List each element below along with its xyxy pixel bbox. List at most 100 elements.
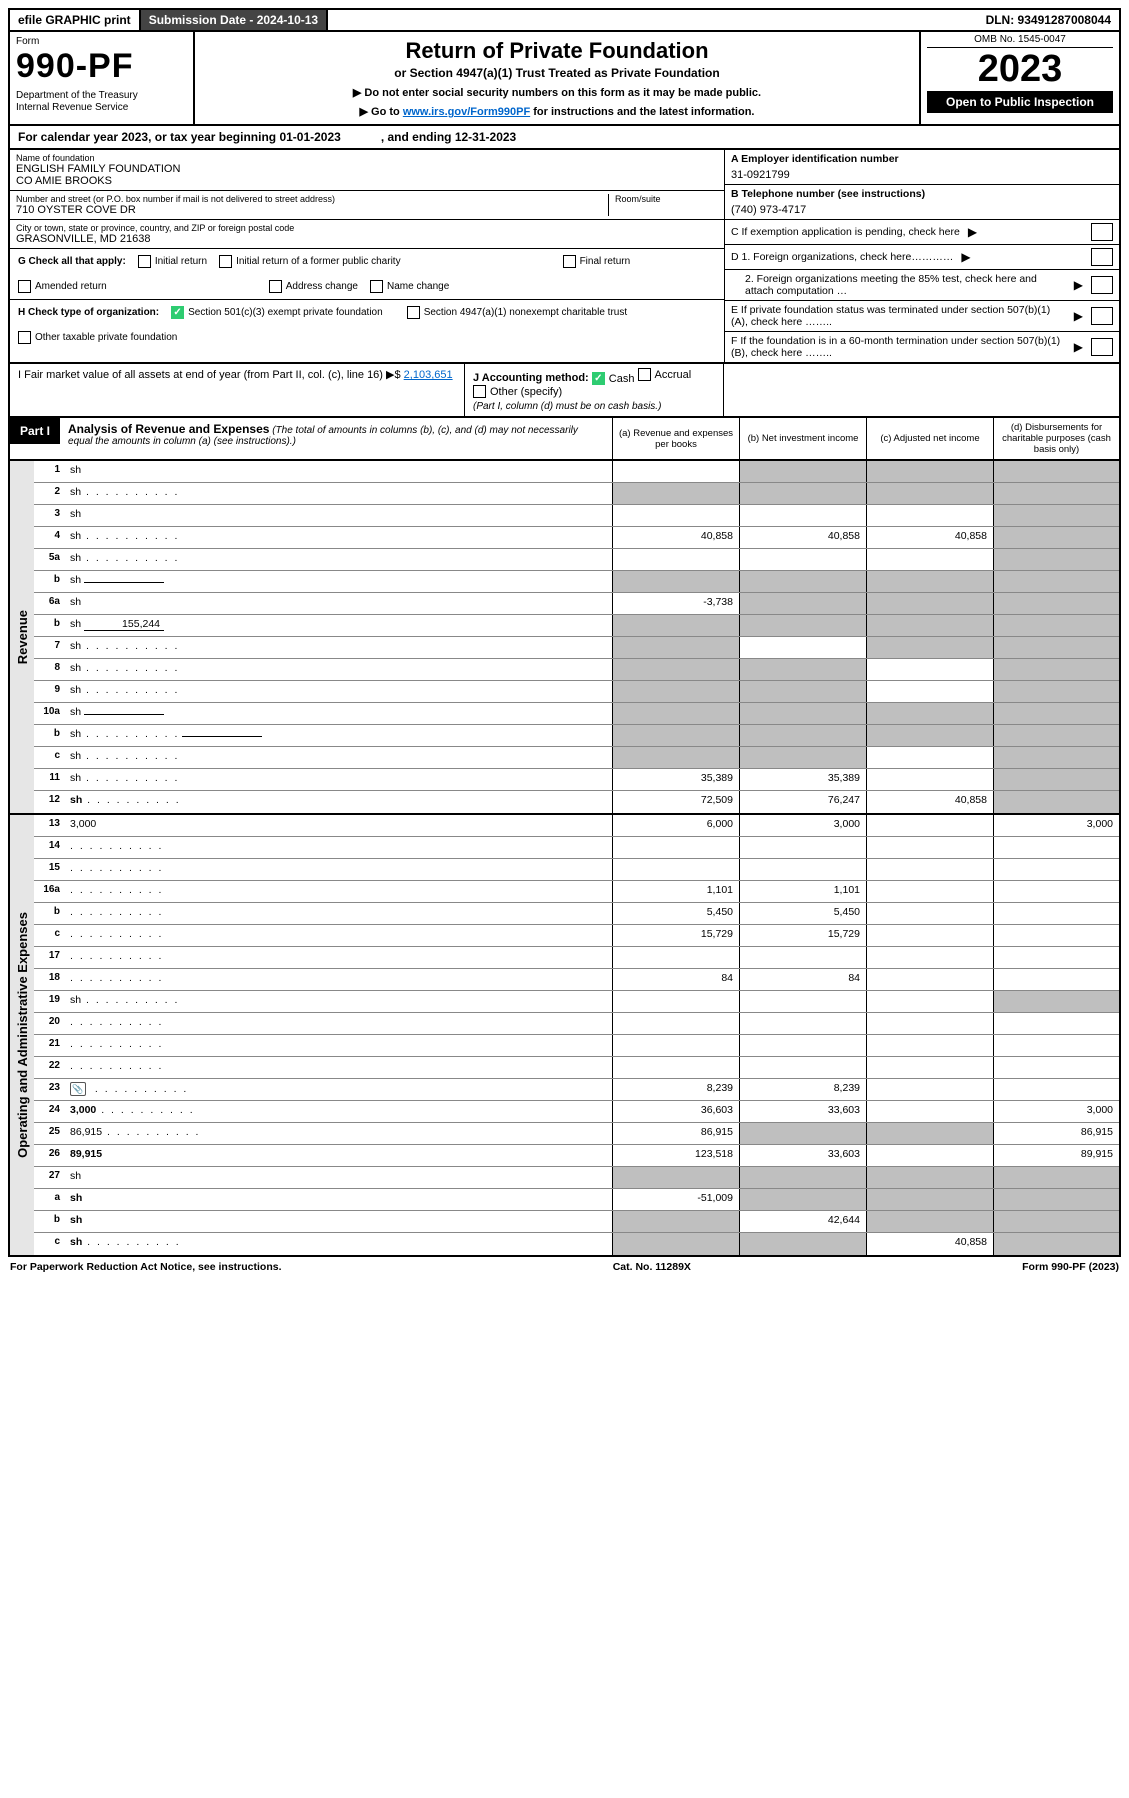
checkbox-icon[interactable]	[219, 255, 232, 268]
line-number: 5a	[34, 549, 66, 570]
cell-d	[993, 1211, 1119, 1232]
checkbox-icon[interactable]	[407, 306, 420, 319]
year-begin: For calendar year 2023, or tax year begi…	[18, 130, 341, 144]
cell-b	[739, 1035, 866, 1056]
line-description: sh	[66, 725, 612, 746]
cell-b: 40,858	[739, 527, 866, 548]
cell-d	[993, 527, 1119, 548]
cell-c	[866, 859, 993, 880]
checkbox-icon[interactable]	[1091, 307, 1113, 325]
cell-d: 3,000	[993, 1101, 1119, 1122]
submission-date: Submission Date - 2024-10-13	[141, 10, 328, 30]
cell-c	[866, 505, 993, 526]
year-end: , and ending 12-31-2023	[381, 130, 516, 144]
line-number: 26	[34, 1145, 66, 1166]
form-header: Form 990-PF Department of the Treasury I…	[8, 32, 1121, 126]
checkbox-checked-icon[interactable]: ✓	[171, 306, 184, 319]
line-description	[66, 1057, 612, 1078]
cell-c	[866, 1079, 993, 1100]
checkbox-icon[interactable]	[563, 255, 576, 268]
checkbox-icon[interactable]	[370, 280, 383, 293]
checkbox-icon[interactable]	[269, 280, 282, 293]
table-row: ash-51,009	[34, 1189, 1119, 1211]
line-description: sh	[66, 991, 612, 1012]
table-row: b5,4505,450	[34, 903, 1119, 925]
line-description	[66, 859, 612, 880]
cell-b: 8,239	[739, 1079, 866, 1100]
line-description: sh 155,244	[66, 615, 612, 636]
cell-a	[612, 681, 739, 702]
ein-label: A Employer identification number	[731, 153, 899, 165]
line-number: 7	[34, 637, 66, 658]
checkbox-icon[interactable]	[18, 331, 31, 344]
table-row: 3sh	[34, 505, 1119, 527]
cell-b: 5,450	[739, 903, 866, 924]
cell-b: 35,389	[739, 769, 866, 790]
checkbox-icon[interactable]	[473, 385, 486, 398]
line-number: 18	[34, 969, 66, 990]
table-row: 27sh	[34, 1167, 1119, 1189]
cell-b	[739, 1233, 866, 1255]
cell-b: 1,101	[739, 881, 866, 902]
cell-b	[739, 681, 866, 702]
table-row: 6ash-3,738	[34, 593, 1119, 615]
phone-value: (740) 973-4717	[731, 204, 1113, 216]
om; omb-number: OMB No. 1545-0047	[927, 34, 1113, 48]
col-a-header: (a) Revenue and expenses per books	[612, 418, 739, 459]
cell-d	[993, 1189, 1119, 1210]
table-row: c15,72915,729	[34, 925, 1119, 947]
checkbox-icon[interactable]	[638, 368, 651, 381]
line-number: 27	[34, 1167, 66, 1188]
cell-b	[739, 615, 866, 636]
table-row: bsh	[34, 571, 1119, 593]
room-label: Room/suite	[615, 194, 718, 204]
cell-b: 33,603	[739, 1101, 866, 1122]
cell-a	[612, 725, 739, 746]
cell-c	[866, 815, 993, 836]
checkbox-icon[interactable]	[1091, 338, 1113, 356]
cell-b	[739, 483, 866, 504]
tax-year: 2023	[927, 48, 1113, 91]
cell-a: -51,009	[612, 1189, 739, 1210]
cell-c	[866, 769, 993, 790]
line-number: 3	[34, 505, 66, 526]
cell-a: 84	[612, 969, 739, 990]
c-label: C If exemption application is pending, c…	[731, 226, 960, 238]
cell-b	[739, 991, 866, 1012]
checkbox-icon[interactable]	[138, 255, 151, 268]
cell-c	[866, 1057, 993, 1078]
line-number: 23	[34, 1079, 66, 1100]
line-number: 2	[34, 483, 66, 504]
table-row: 12sh72,50976,24740,858	[34, 791, 1119, 813]
irs-link[interactable]: www.irs.gov/Form990PF	[403, 106, 530, 118]
checkbox-icon[interactable]	[1091, 223, 1113, 241]
cell-c	[866, 725, 993, 746]
table-row: 14	[34, 837, 1119, 859]
page-footer: For Paperwork Reduction Act Notice, see …	[8, 1257, 1121, 1277]
line-number: 21	[34, 1035, 66, 1056]
cell-a	[612, 659, 739, 680]
table-row: csh40,858	[34, 1233, 1119, 1255]
cell-c	[866, 1035, 993, 1056]
checkbox-icon[interactable]	[1091, 276, 1113, 294]
checkbox-checked-icon[interactable]: ✓	[592, 372, 605, 385]
line-number: b	[34, 571, 66, 592]
checkbox-icon[interactable]	[1091, 248, 1113, 266]
line-description: sh	[66, 483, 612, 504]
cell-b	[739, 1057, 866, 1078]
name-label: Name of foundation	[16, 153, 718, 163]
schedule-icon[interactable]: 📎	[70, 1082, 86, 1096]
line-description: sh	[66, 747, 612, 768]
cell-a: 123,518	[612, 1145, 739, 1166]
form-number: 990-PF	[16, 47, 187, 86]
note-link: ▶ Go to www.irs.gov/Form990PF for instru…	[205, 105, 909, 118]
checkbox-icon[interactable]	[18, 280, 31, 293]
expenses-section: Operating and Administrative Expenses 13…	[8, 815, 1121, 1257]
cell-d	[993, 681, 1119, 702]
j-note: (Part I, column (d) must be on cash basi…	[473, 401, 715, 412]
cell-a	[612, 991, 739, 1012]
ein-value: 31-0921799	[731, 169, 1113, 181]
line-number: 10a	[34, 703, 66, 724]
line-description: sh	[66, 527, 612, 548]
calendar-year-row: For calendar year 2023, or tax year begi…	[8, 126, 1121, 150]
